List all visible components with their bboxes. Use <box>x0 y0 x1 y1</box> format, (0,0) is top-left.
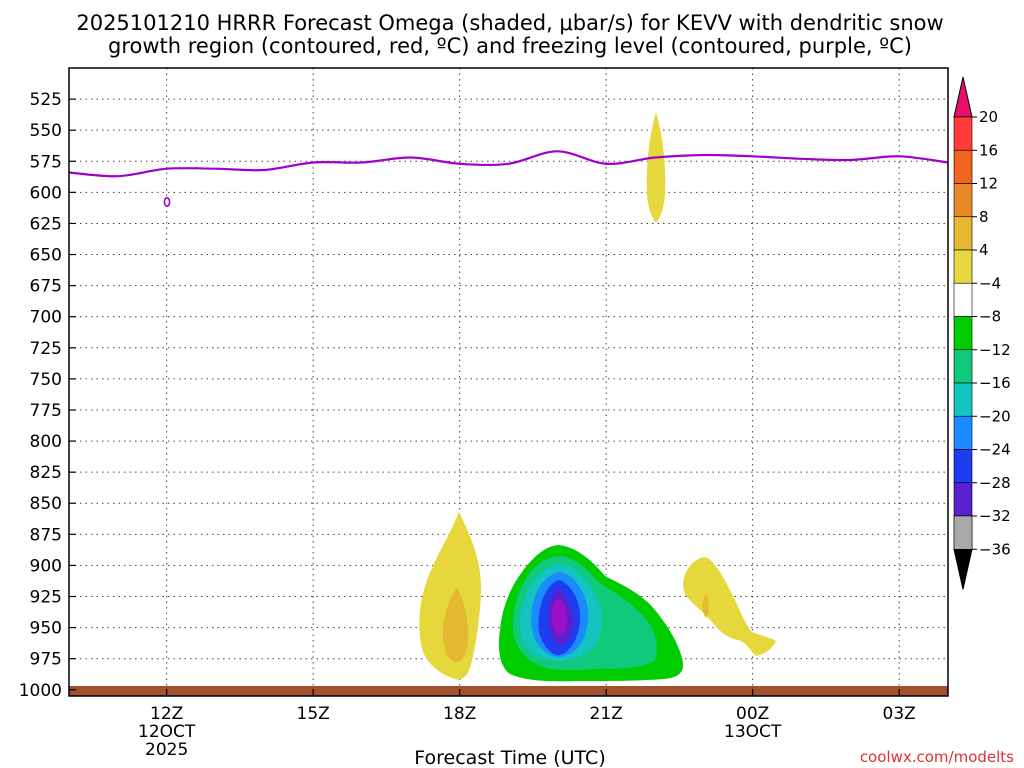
colorbar-tick-label: −20 <box>979 407 1011 425</box>
colorbar-tick-label: −4 <box>979 274 1001 292</box>
omega-shading <box>419 112 776 682</box>
colorbar-top-arrow <box>953 76 973 118</box>
y-tick-label: 700 <box>30 308 62 328</box>
x-tick-label: 00Z <box>736 704 769 724</box>
freezing-level-label-zero <box>163 197 171 208</box>
plot-area: 525 550 575 600 625 650 675 700 725 750 775 800 825 8… <box>19 67 949 760</box>
x-tick-date-label: 13OCT <box>724 722 782 742</box>
colorbar-segment <box>953 482 973 517</box>
y-tick-label: 650 <box>30 246 62 266</box>
colorbar-segment <box>953 415 973 450</box>
colorbar-segment <box>953 149 973 184</box>
y-tick-label: 675 <box>30 277 62 297</box>
colorbar-segment <box>953 349 973 384</box>
colorbar-segment <box>953 316 973 351</box>
x-tick-label: 15Z <box>297 704 330 724</box>
plot-frame <box>68 67 949 697</box>
y-tick-label: 600 <box>30 183 62 203</box>
y-tick-label: 825 <box>30 463 62 483</box>
omega-region-late-positive-outer <box>683 557 776 656</box>
omega-region-late-positive-inner <box>702 594 709 618</box>
y-tick-label: 875 <box>30 525 62 545</box>
colorbar-segment <box>953 216 973 251</box>
y-tick-label: 975 <box>30 650 62 670</box>
colorbar-tick-label: −24 <box>979 441 1011 459</box>
omega-region-neg-28 <box>551 598 568 636</box>
colorbar-segment <box>953 449 973 484</box>
x-tick-year-label: 2025 <box>145 740 188 760</box>
y-tick-label: 1000 <box>19 681 62 701</box>
colorbar-tick-label: −36 <box>979 540 1011 558</box>
colorbar-segment <box>953 249 973 284</box>
colorbar-tick-label: −8 <box>979 308 1001 326</box>
colorbar-tick-label: 12 <box>979 175 998 193</box>
y-tick-label: 800 <box>30 432 62 452</box>
y-tick-label: 950 <box>30 619 62 639</box>
y-tick-label: 850 <box>30 494 62 514</box>
colorbar-segment <box>953 183 973 218</box>
y-tick-label: 575 <box>30 152 62 172</box>
x-tick-label: 12Z <box>150 704 183 724</box>
colorbar: 20 16 12 8 4 −4 −8 −12 −16 −20 −24 −28 −32 −36 <box>953 76 1011 590</box>
x-tick-label: 21Z <box>590 704 623 724</box>
y-tick-label: 900 <box>30 556 62 576</box>
colorbar-tick-label: −28 <box>979 474 1011 492</box>
colorbar-tick-label: 16 <box>979 141 998 159</box>
y-tick-label: 525 <box>30 90 62 110</box>
y-tick-label: 725 <box>30 339 62 359</box>
colorbar-tick-label: −16 <box>979 374 1011 392</box>
y-axis: 525 550 575 600 625 650 675 700 725 750 775 800 825 8… <box>19 90 76 701</box>
chart-title-line1: 2025101210 HRRR Forecast Omega (shaded, … <box>76 11 943 35</box>
colorbar-tick-label: 8 <box>979 208 989 226</box>
colorbar-tick-label: 4 <box>979 241 989 259</box>
colorbar-segment <box>953 382 973 417</box>
colorbar-tick-label: −12 <box>979 341 1011 359</box>
omega-region-upper-positive <box>646 112 666 223</box>
omega-region-18z-positive-inner <box>442 588 469 662</box>
x-tick-date-label: 12OCT <box>138 722 196 742</box>
y-tick-label: 925 <box>30 588 62 608</box>
colorbar-segment <box>953 116 973 151</box>
y-tick-label: 750 <box>30 370 62 390</box>
y-tick-label: 775 <box>30 401 62 421</box>
plot-background <box>69 68 948 696</box>
y-tick-label: 550 <box>30 121 62 141</box>
y-tick-label: 625 <box>30 214 62 234</box>
freezing-level-line <box>69 150 948 178</box>
chart-title-line2: growth region (contoured, red, ºC) and f… <box>108 34 912 58</box>
credit-text: coolwx.com/modelts <box>860 748 1014 766</box>
colorbar-segment <box>953 282 973 317</box>
x-tick-label: 18Z <box>443 704 476 724</box>
x-axis-label: Forecast Time (UTC) <box>414 747 605 768</box>
colorbar-segment <box>953 515 973 550</box>
surface-ground-strip <box>69 686 948 696</box>
x-tick-label: 03Z <box>883 704 916 724</box>
colorbar-tick-label: −32 <box>979 507 1011 525</box>
colorbar-tick-label: 20 <box>979 108 998 126</box>
colorbar-bottom-arrow <box>953 548 973 590</box>
